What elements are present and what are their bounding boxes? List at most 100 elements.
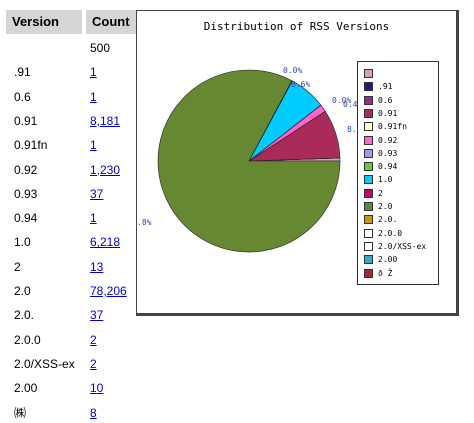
slice-percent-label: 6.6% [291,80,310,89]
legend-swatch [364,241,373,251]
slice-percent-label: .8% [137,218,152,227]
table-row: 0.93 37 [6,184,140,204]
version-column-header: Version [6,10,82,34]
count-column-header: Count [86,10,140,34]
legend-label: 2 [378,188,383,198]
slice-percent-label: 0.4% [343,100,362,109]
version-cell: 0.92 [14,162,38,177]
table-row: 1.0 6,218 [6,232,140,252]
count-cell: 500 [90,41,111,55]
pie-slice [157,69,341,253]
legend-label: 2.0.0 [378,228,403,238]
legend-swatch [364,188,373,198]
count-link[interactable]: 13 [90,259,104,274]
table-row: 0.6 1 [6,87,140,107]
legend-item [364,68,378,80]
count-link[interactable]: 8 [90,405,97,420]
count-link[interactable]: 2 [90,332,97,347]
legend-item: 0.92 [364,135,397,147]
legend-label: 0.6 [378,95,393,105]
count-link[interactable]: 1,230 [90,162,121,177]
table-row: 0.92 1,230 [6,160,140,180]
legend-item: 0.91fn [364,121,407,133]
count-link[interactable]: 78,206 [90,284,127,298]
legend-label: 0.91fn [378,122,407,132]
legend-item: 2.0.0 [364,228,402,240]
legend-label: 0.93 [378,148,398,158]
count-link[interactable]: 37 [90,308,104,323]
table-row: 2.0. 37 [6,305,140,325]
chart-legend: .91 0.6 0.91 0.91fn 0.92 0.93 0.94 1.0 2 2.0 2.0. 2… [357,61,439,285]
legend-swatch [364,175,373,185]
chart-title: Distribution of RSS Versions [203,20,390,33]
slice-percent-label: 0.0% [283,66,302,75]
legend-item: .91 [364,81,392,93]
count-link[interactable]: 1 [90,89,97,104]
count-link[interactable]: 1 [90,65,97,80]
legend-swatch [364,108,373,118]
legend-label: ð Ž [378,268,393,278]
table-row: 2 13 [6,257,140,277]
legend-item: 0.91 [364,108,397,120]
legend-swatch [364,69,373,78]
legend-label: 2.0. [378,215,398,225]
version-cell: 1.0 [14,235,31,250]
legend-swatch [364,215,373,225]
version-cell: 0.91 [14,113,38,128]
legend-swatch [364,95,373,105]
version-cell: 0.6 [14,89,31,104]
legend-item: 2 [364,188,383,200]
table-row: 2.0.0 2 [6,330,140,350]
chart-panel: Distribution of RSS Versions 0.0% 6.6% 0.0… [136,10,459,316]
legend-item: 2.0/XSS-ex [364,241,426,253]
legend-item: 1.0 [364,174,392,186]
legend-label: 0.94 [378,162,398,172]
count-link[interactable]: 1 [90,138,97,153]
legend-item: 0.93 [364,148,397,160]
legend-swatch [364,82,373,92]
table-row: 2.00 10 [6,378,140,398]
legend-swatch [364,162,373,172]
legend-item: ð Ž [364,268,392,280]
count-link[interactable]: 8,181 [90,113,121,128]
legend-label: 0.91 [378,108,398,118]
version-cell: 2.0 [14,284,31,298]
slice-percent-label: 0.0% [332,96,351,105]
version-cell: 0.91fn [14,138,48,153]
version-cell: 0.93 [14,186,38,201]
table-row: ㈱ 8 [6,403,140,423]
pie-chart: 0.0%6.6%0.0%0.4%8..8% [137,66,362,253]
table-row: 2.0/XSS-ex 2 [6,354,140,374]
legend-label: 1.0 [378,175,393,185]
table-row: 2.0 78,206 [6,281,140,301]
version-cell: 2 [14,259,21,274]
legend-swatch [364,135,373,145]
legend-label: .91 [378,82,393,92]
table-row: 0.91 8,181 [6,111,140,131]
count-link[interactable]: 6,218 [90,235,121,250]
version-cell: .91 [14,65,31,80]
legend-swatch [364,148,373,158]
count-link[interactable]: 1 [90,211,97,226]
count-link[interactable]: 37 [90,186,104,201]
version-cell: 2.0/XSS-ex [14,356,75,371]
legend-label: 0.92 [378,135,398,145]
slice-percent-label: 8. [347,125,357,134]
version-cell: 2.00 [14,381,38,396]
table-row: 0.94 1 [6,208,140,228]
legend-swatch [364,268,373,278]
count-link[interactable]: 10 [90,381,104,396]
legend-swatch [364,122,373,132]
count-link[interactable]: 2 [90,356,97,371]
legend-item: 0.94 [364,161,397,173]
table-row: 500 [6,38,140,58]
legend-swatch [364,228,373,238]
table-row: 0.91fn 1 [6,135,140,155]
legend-label: 2.0 [378,202,393,211]
legend-item: 2.0. [364,214,397,226]
version-cell: 0.94 [14,211,38,226]
version-cell: ㈱ [14,405,27,420]
version-cell: 2.0. [14,308,35,323]
legend-item: 2.00 [364,254,397,266]
legend-label: 2.0/XSS-ex [378,241,427,251]
